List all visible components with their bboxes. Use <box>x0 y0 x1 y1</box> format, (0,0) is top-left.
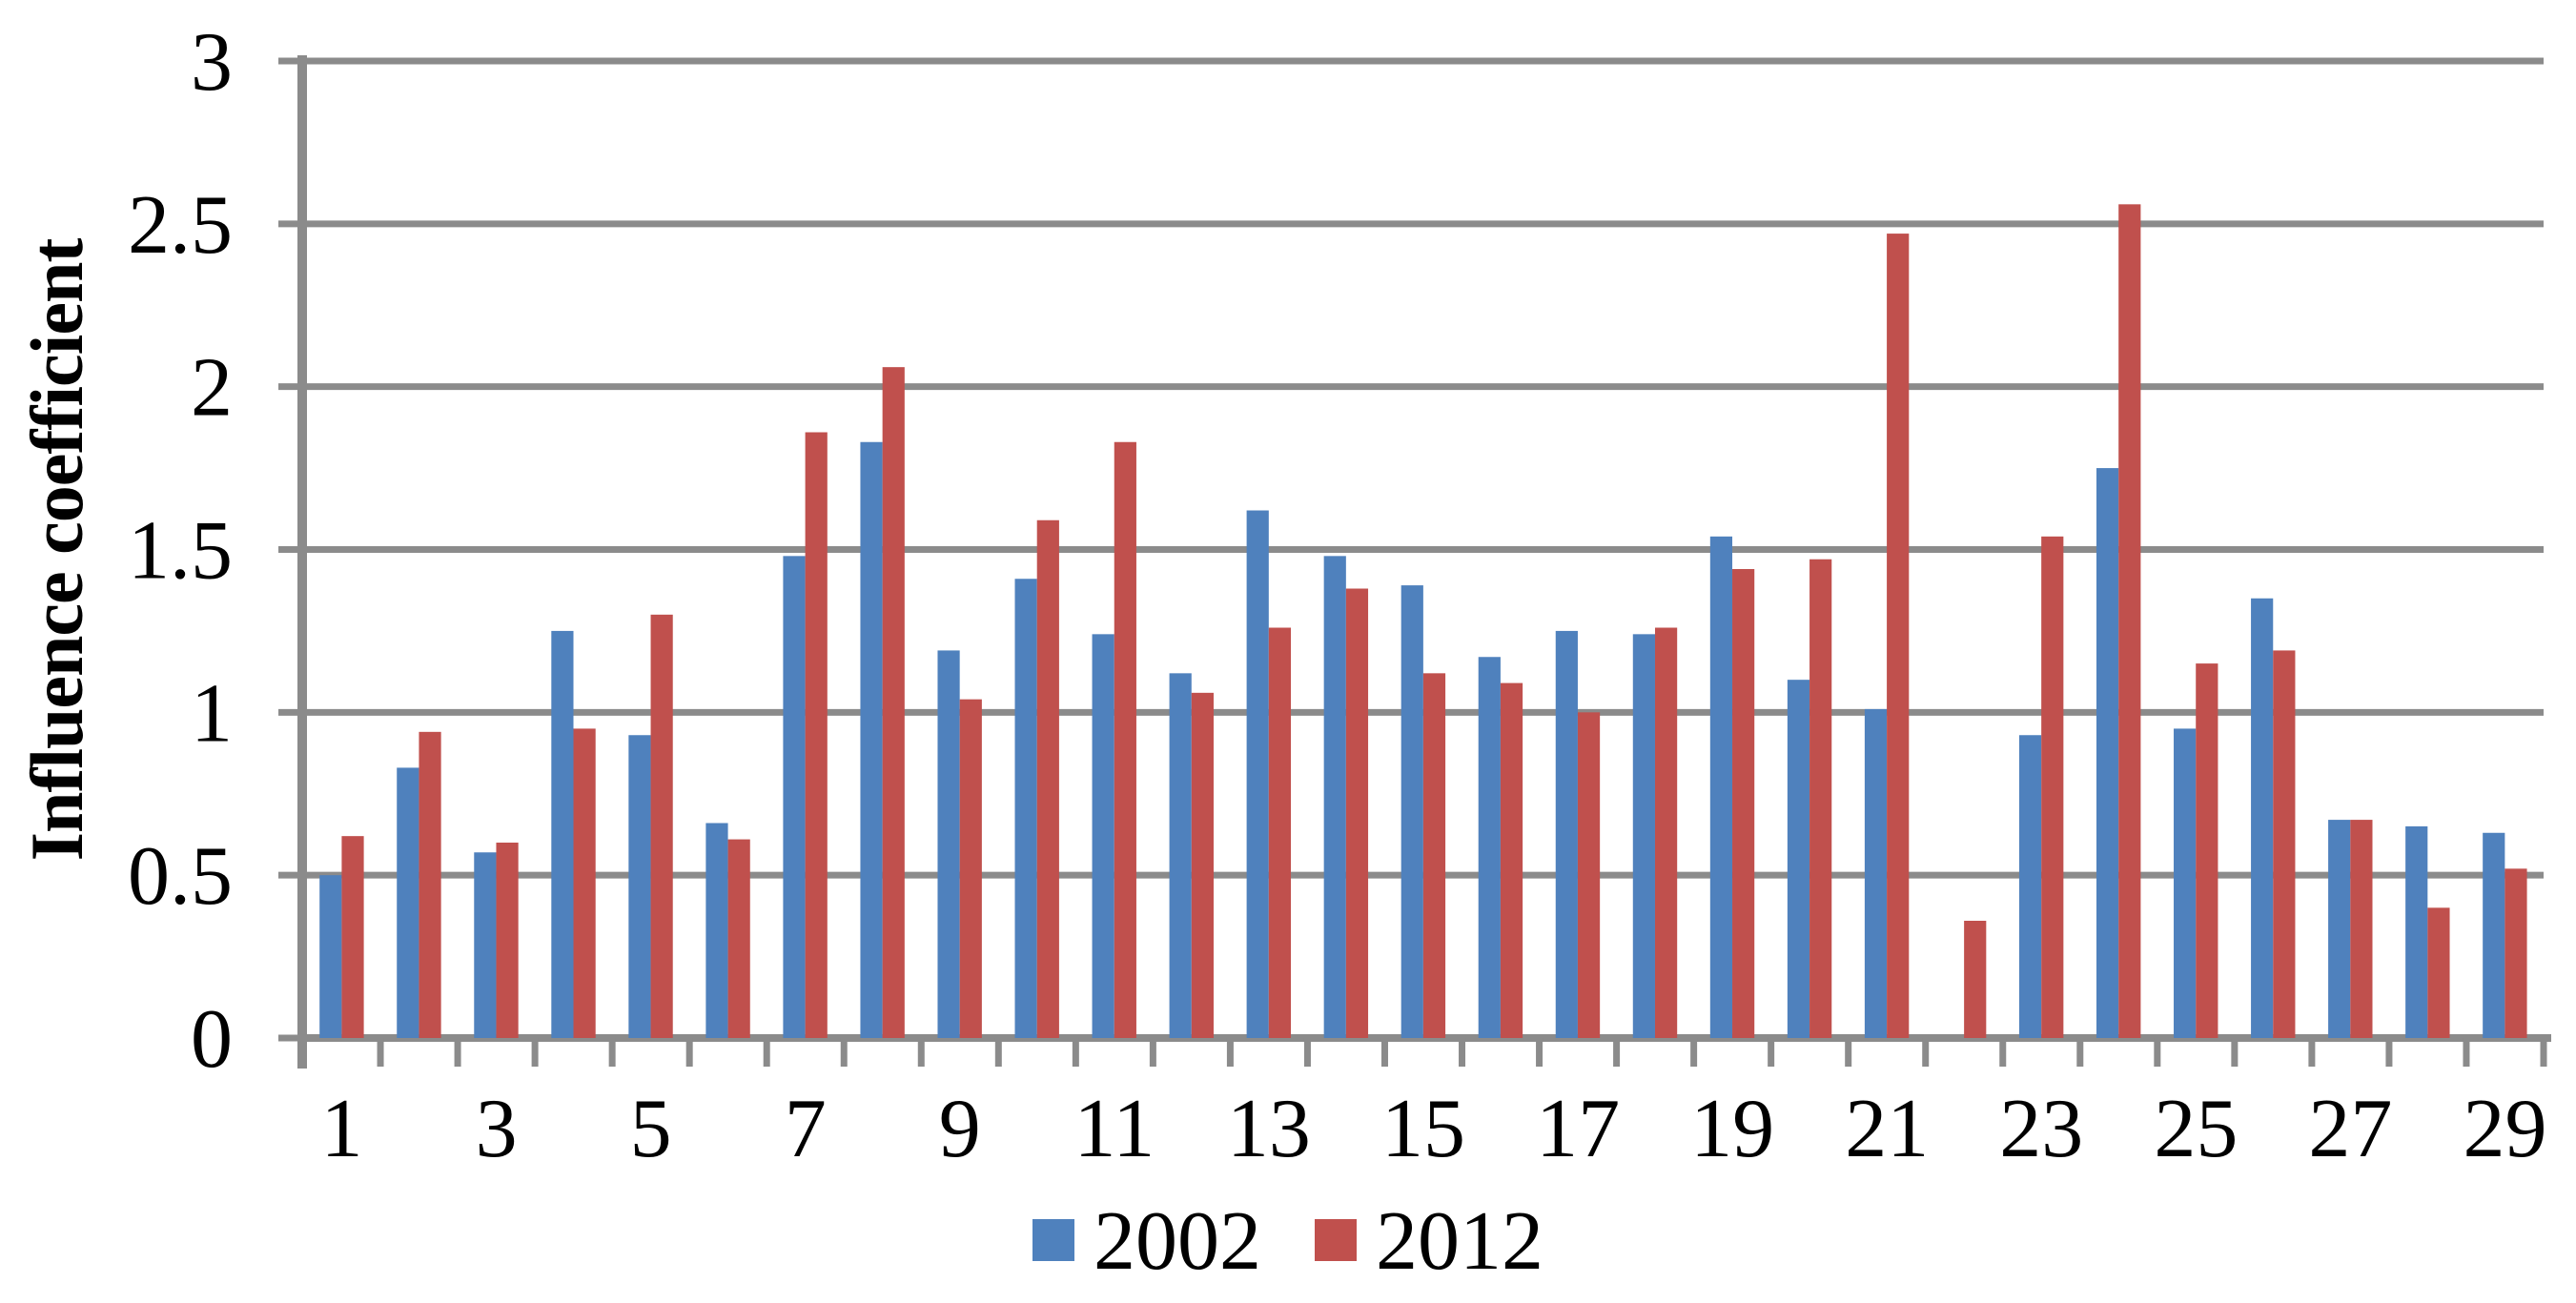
bar-2012-6 <box>727 839 750 1038</box>
bar-2002-9 <box>937 650 960 1038</box>
bar-2012-23 <box>2041 536 2064 1038</box>
legend-swatch-2002 <box>1032 1219 1074 1261</box>
x-tick-label-17: 17 <box>1536 1083 1620 1175</box>
bar-2002-1 <box>319 875 342 1038</box>
x-tick-label-21: 21 <box>1845 1083 1929 1175</box>
bar-2012-13 <box>1268 627 1292 1038</box>
bar-2012-1 <box>341 836 364 1038</box>
bar-2012-5 <box>650 614 673 1038</box>
bar-2002-29 <box>2483 832 2505 1038</box>
x-tick-label-5: 5 <box>630 1083 672 1175</box>
legend: 2002 2012 <box>1032 1200 1544 1284</box>
bar-2012-18 <box>1654 627 1678 1038</box>
bar-2012-20 <box>1809 559 1832 1038</box>
bar-2012-7 <box>805 432 828 1038</box>
legend-label-2002: 2002 <box>1094 1195 1261 1288</box>
bar-2002-3 <box>474 852 497 1038</box>
y-tick-label-2: 2 <box>191 342 233 435</box>
bar-2002-19 <box>1709 536 1733 1038</box>
y-tick-label-0: 0 <box>191 993 233 1086</box>
bar-2012-19 <box>1732 569 1755 1038</box>
bar-2012-9 <box>959 699 982 1038</box>
bar-2012-10 <box>1036 519 1059 1038</box>
bar-2012-28 <box>2427 907 2450 1038</box>
legend-item-2002: 2002 <box>1032 1200 1261 1284</box>
bar-2002-21 <box>1864 708 1888 1038</box>
x-tick-label-9: 9 <box>939 1083 981 1175</box>
x-tick-label-23: 23 <box>1999 1083 2083 1175</box>
x-tick-label-13: 13 <box>1227 1083 1311 1175</box>
x-tick-label-15: 15 <box>1381 1083 1465 1175</box>
legend-item-2012: 2012 <box>1315 1200 1544 1284</box>
x-tick-label-3: 3 <box>476 1083 518 1175</box>
bar-2012-29 <box>2504 868 2527 1038</box>
x-tick-label-7: 7 <box>785 1083 827 1175</box>
x-tick-label-11: 11 <box>1073 1083 1155 1175</box>
bar-2002-28 <box>2405 825 2428 1038</box>
y-tick-label-0.5: 0.5 <box>128 830 233 923</box>
bar-2002-16 <box>1478 657 1501 1038</box>
bar-2002-11 <box>1092 634 1114 1038</box>
bar-2012-24 <box>2118 204 2141 1039</box>
bar-2012-27 <box>2350 820 2373 1038</box>
x-tick-label-1: 1 <box>321 1083 363 1175</box>
x-tick-label-29: 29 <box>2463 1083 2546 1175</box>
bar-2002-10 <box>1014 579 1037 1038</box>
bar-2012-22 <box>1964 921 1987 1038</box>
x-tick-label-25: 25 <box>2154 1083 2238 1175</box>
y-tick-label-2.5: 2.5 <box>128 179 233 272</box>
bar-2002-23 <box>2018 735 2042 1038</box>
bar-2002-18 <box>1632 634 1655 1038</box>
y-axis-title: Influence coefficient <box>15 238 98 862</box>
bar-2002-17 <box>1555 630 1578 1038</box>
bar-2002-8 <box>860 441 883 1038</box>
y-tick-label-1.5: 1.5 <box>128 505 233 598</box>
legend-swatch-2012 <box>1315 1219 1357 1261</box>
bar-2002-25 <box>2174 728 2197 1038</box>
bar-2002-5 <box>628 735 651 1038</box>
bar-2002-13 <box>1246 510 1269 1038</box>
bar-2012-15 <box>1422 673 1446 1038</box>
bar-2012-4 <box>573 728 596 1038</box>
bar-2012-25 <box>2196 663 2218 1038</box>
y-tick-label-3: 3 <box>191 16 233 109</box>
bar-2012-26 <box>2273 650 2296 1038</box>
x-tick-label-27: 27 <box>2308 1083 2392 1175</box>
bar-2012-16 <box>1500 682 1523 1038</box>
bar-2002-27 <box>2328 820 2351 1038</box>
bar-2002-26 <box>2251 598 2274 1038</box>
bar-2002-12 <box>1169 673 1192 1038</box>
bar-2002-14 <box>1323 556 1346 1038</box>
bar-2012-2 <box>419 731 441 1038</box>
bar-2002-2 <box>397 767 419 1038</box>
bar-2012-11 <box>1114 441 1136 1038</box>
bar-2012-12 <box>1191 692 1214 1038</box>
legend-label-2012: 2012 <box>1376 1195 1544 1288</box>
y-tick-label-1: 1 <box>191 667 233 760</box>
bar-2012-8 <box>882 367 905 1039</box>
bar-2012-17 <box>1577 712 1601 1038</box>
bar-2002-4 <box>551 630 574 1038</box>
x-tick-label-19: 19 <box>1690 1083 1774 1175</box>
bar-2012-21 <box>1887 234 1910 1039</box>
bar-2002-20 <box>1787 680 1810 1038</box>
bar-2002-15 <box>1400 585 1423 1038</box>
bar-2002-6 <box>705 823 728 1038</box>
bar-2012-3 <box>496 843 519 1038</box>
bar-2002-7 <box>783 556 806 1038</box>
bar-2012-14 <box>1345 588 1369 1038</box>
bar-2002-24 <box>2096 468 2119 1038</box>
